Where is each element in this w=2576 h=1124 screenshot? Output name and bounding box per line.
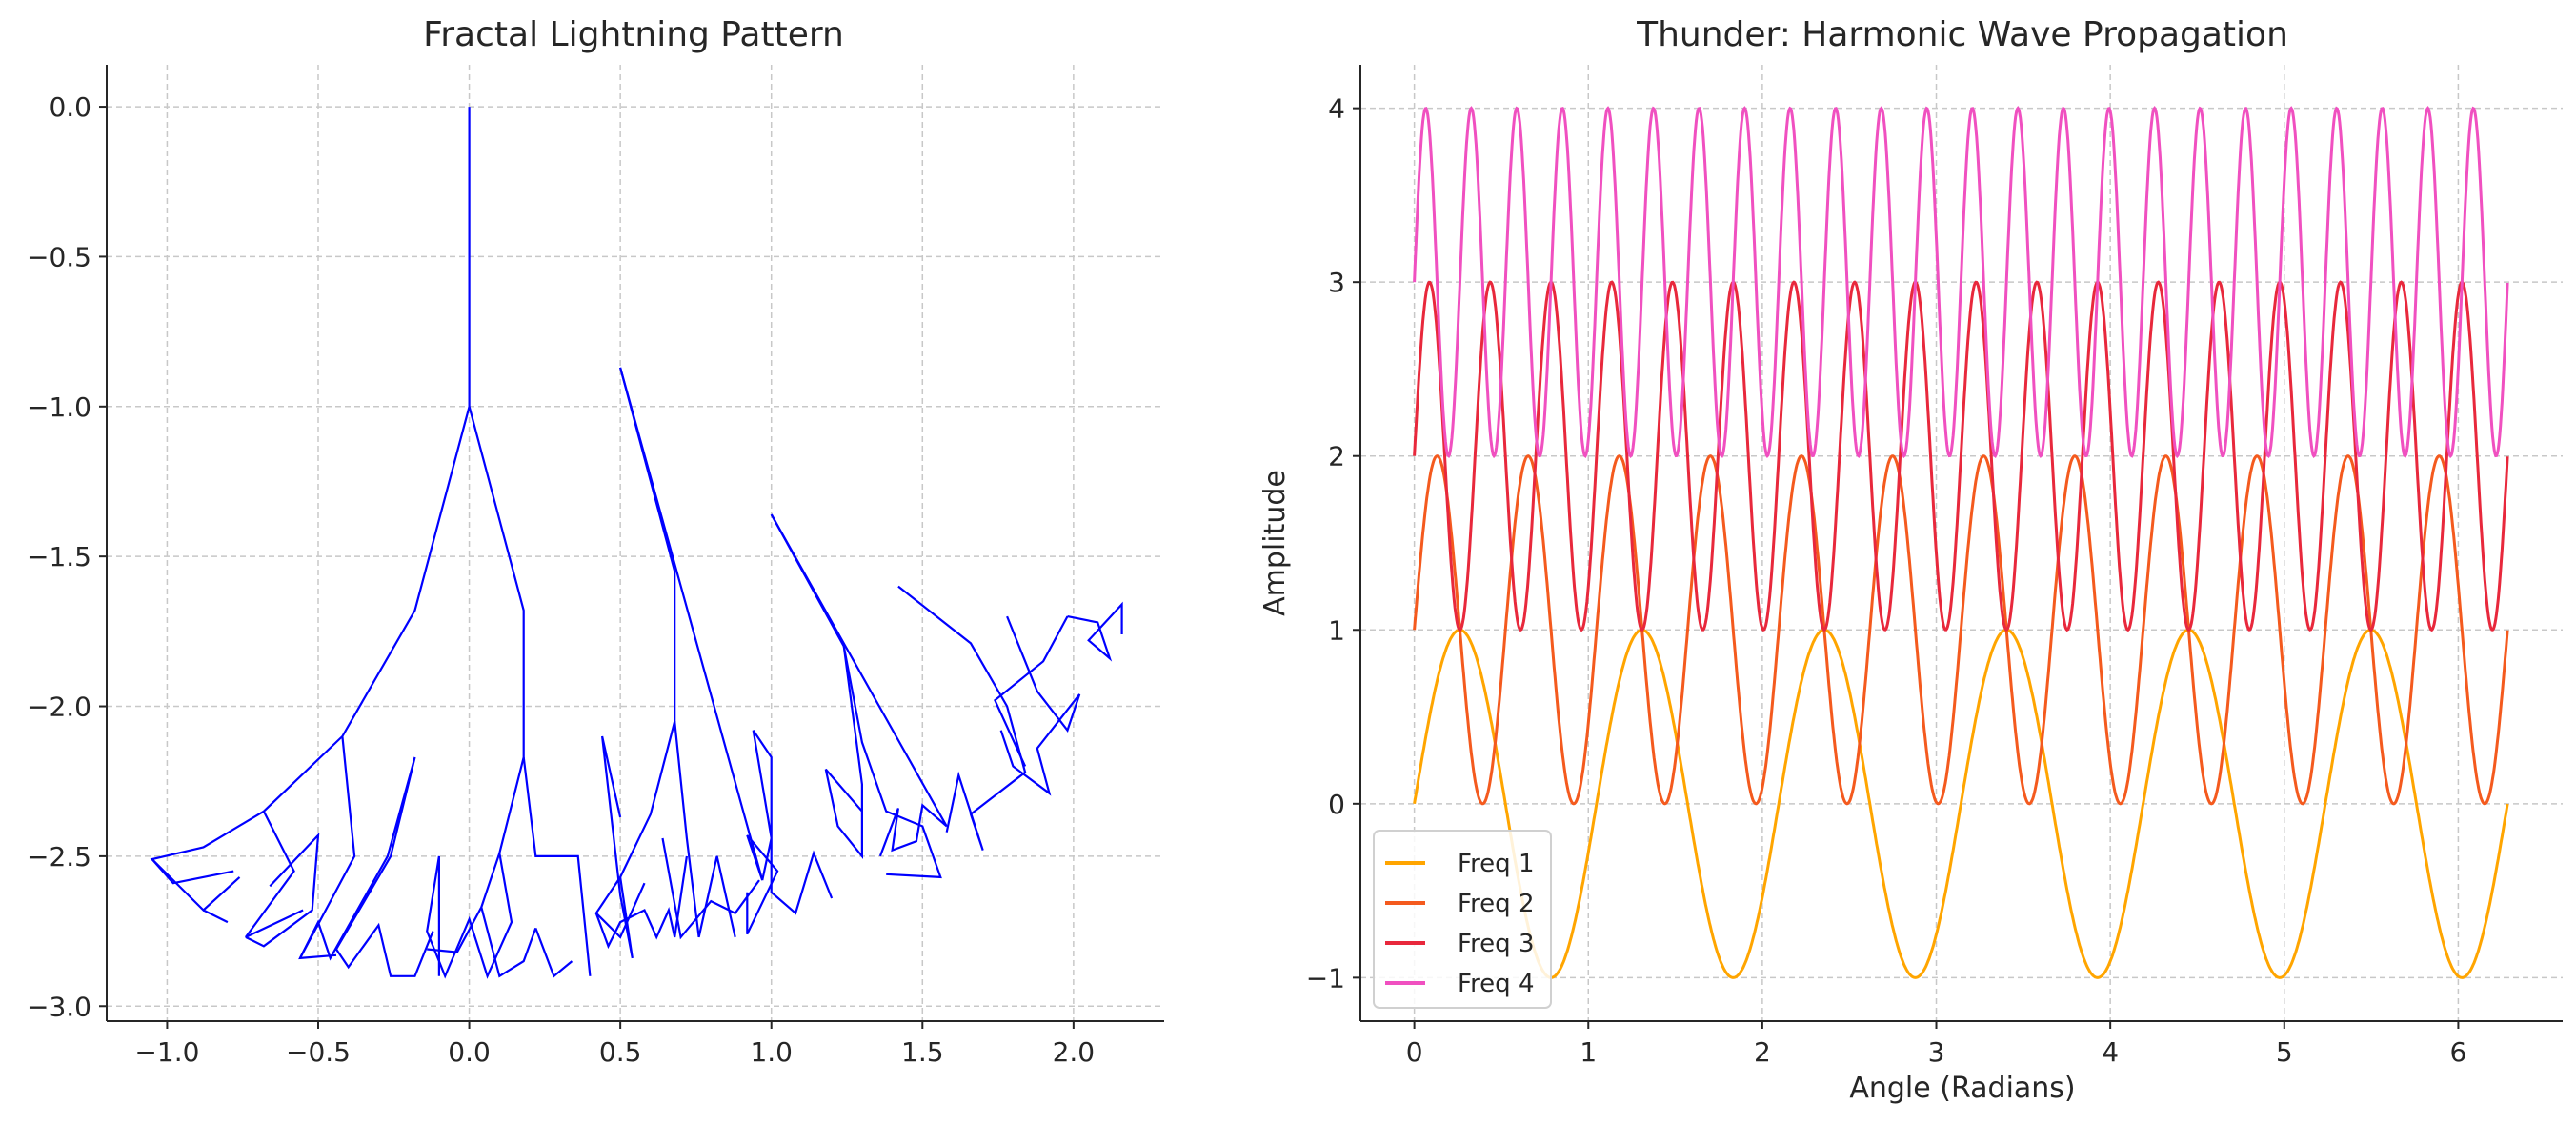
lightning-x-tick-label: 1.0 bbox=[750, 1036, 793, 1068]
lightning-branch-19 bbox=[674, 721, 736, 938]
harmonic-x-tick-label: 3 bbox=[1928, 1036, 1945, 1068]
lightning-branch-23 bbox=[770, 513, 948, 857]
lightning-branch-11 bbox=[480, 907, 537, 978]
wave-line-freq-1 bbox=[1413, 628, 2509, 979]
harmonic-y-tick-label: 0 bbox=[1328, 789, 1345, 820]
lightning-chart: Fractal Lightning Pattern −1.0 −0.5 0.0 0.5… bbox=[27, 15, 1164, 1068]
lightning-branch-7 bbox=[299, 756, 416, 961]
lightning-gridlines bbox=[107, 65, 1164, 1021]
harmonic-x-tick-label: 6 bbox=[2450, 1036, 2467, 1068]
harmonic-y-tick-label: 4 bbox=[1328, 93, 1345, 125]
lightning-x-tick-label: 2.0 bbox=[1053, 1036, 1096, 1068]
lightning-branch-17 bbox=[619, 367, 779, 935]
lightning-branch-26 bbox=[1067, 601, 1123, 662]
lightning-x-tick-label: 1.5 bbox=[901, 1036, 944, 1068]
lightning-branch-8 bbox=[335, 922, 434, 977]
wave-line-freq-3 bbox=[1413, 280, 2509, 632]
harmonic-y-tick-label: 2 bbox=[1328, 441, 1345, 472]
harmonic-y-axis-label: Amplitude bbox=[1258, 470, 1292, 616]
harmonic-wave-chart: Thunder: Harmonic Wave Propagation 0 1 2 3 4… bbox=[1258, 15, 2563, 1105]
harmonic-x-axis-label: Angle (Radians) bbox=[1849, 1072, 2075, 1105]
lightning-branch-12 bbox=[534, 928, 574, 978]
lightning-branch-20 bbox=[661, 837, 760, 940]
harmonic-wave-chart-title: Thunder: Harmonic Wave Propagation bbox=[1636, 15, 2288, 54]
lightning-branch-22 bbox=[824, 646, 864, 860]
lightning-x-tick-label: 0.0 bbox=[448, 1036, 491, 1068]
lightning-y-tick-label: −2.5 bbox=[27, 841, 91, 873]
harmonic-y-tick-label: 3 bbox=[1328, 267, 1345, 298]
harmonic-legend: Freq 1 Freq 2 Freq 3 Freq 4 bbox=[1373, 830, 1552, 1009]
lightning-y-tick-label: −2.0 bbox=[27, 692, 91, 723]
harmonic-x-tick-label: 2 bbox=[1754, 1036, 1771, 1068]
lightning-y-tick-label: −1.0 bbox=[27, 391, 91, 423]
lightning-x-tick-label: 0.5 bbox=[599, 1036, 642, 1068]
wave-line-freq-4 bbox=[1413, 106, 2509, 459]
lightning-branch-15 bbox=[594, 855, 688, 950]
legend-label-freq-3: Freq 3 bbox=[1458, 930, 1535, 958]
lightning-branch-3 bbox=[203, 909, 229, 924]
lightning-y-tick-label: 0.0 bbox=[49, 91, 91, 123]
lightning-ticks: −1.0 −0.5 0.0 0.5 1.0 1.5 2.0 0.0 −0.5 −1.0 −1.5 −2… bbox=[27, 91, 1095, 1068]
legend-label-freq-2: Freq 2 bbox=[1458, 890, 1535, 918]
harmonic-x-tick-label: 0 bbox=[1406, 1036, 1423, 1068]
harmonic-x-tick-label: 1 bbox=[1580, 1036, 1597, 1068]
lightning-bolt-paths bbox=[150, 107, 1123, 979]
lightning-y-tick-label: −3.0 bbox=[27, 991, 91, 1022]
lightning-y-tick-label: −1.5 bbox=[27, 541, 91, 572]
lightning-branch-16 bbox=[601, 735, 634, 959]
lightning-branch-27 bbox=[994, 615, 1069, 767]
legend-label-freq-1: Freq 1 bbox=[1458, 850, 1535, 878]
harmonic-x-tick-label: 4 bbox=[2102, 1036, 2119, 1068]
lightning-x-tick-label: −1.0 bbox=[134, 1036, 199, 1068]
lightning-chart-title: Fractal Lightning Pattern bbox=[423, 15, 844, 54]
lightning-branch-13 bbox=[522, 756, 592, 976]
legend-label-freq-4: Freq 4 bbox=[1458, 970, 1535, 998]
harmonic-x-tick-label: 5 bbox=[2276, 1036, 2293, 1068]
lightning-branch-4 bbox=[245, 811, 304, 938]
legend-box bbox=[1373, 830, 1552, 1009]
wave-line-freq-2 bbox=[1413, 454, 2509, 806]
lightning-y-tick-label: −0.5 bbox=[27, 241, 91, 272]
lightning-branch-18 bbox=[752, 730, 834, 915]
harmonic-ticks: 0 1 2 3 4 5 6 −1 0 1 2 3 4 bbox=[1306, 93, 2467, 1068]
harmonic-y-tick-label: 1 bbox=[1328, 614, 1345, 646]
harmonic-y-tick-label: −1 bbox=[1306, 962, 1345, 994]
lightning-branch-14 bbox=[594, 367, 676, 939]
lightning-branch-5 bbox=[245, 832, 320, 948]
lightning-branch-25 bbox=[999, 615, 1081, 796]
lightning-branch-10 bbox=[426, 853, 513, 979]
lightning-branch-24 bbox=[897, 585, 1027, 851]
lightning-x-tick-label: −0.5 bbox=[286, 1036, 351, 1068]
harmonic-wave-lines bbox=[1413, 106, 2509, 979]
